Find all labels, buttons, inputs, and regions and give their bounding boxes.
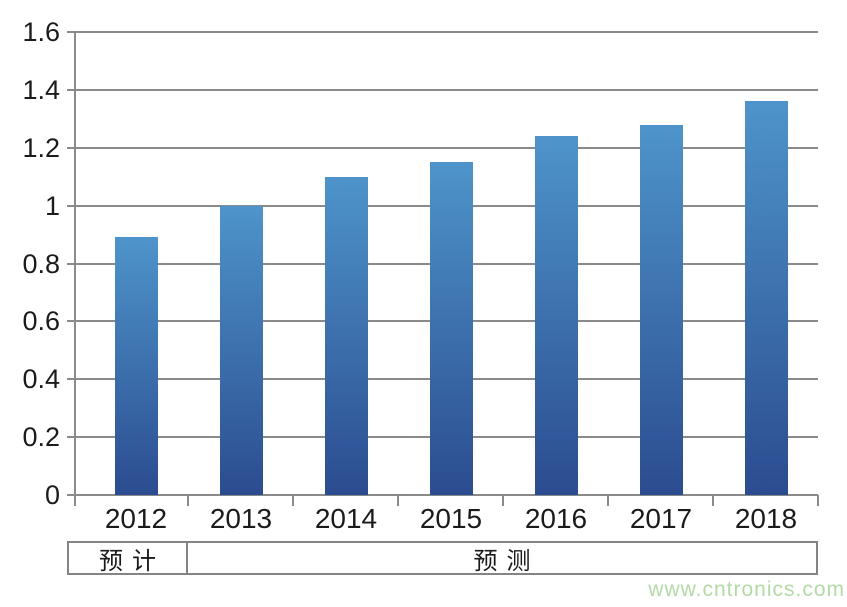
x-axis-tick [816,495,819,506]
watermark-text: www.cntronics.com [648,578,845,601]
y-axis-line [74,31,76,506]
x-tick-label: 2018 [734,503,798,534]
gridline [67,494,818,496]
x-tick-label: 2017 [629,503,693,534]
y-tick-label: 0.2 [22,422,60,453]
bar-2015 [429,162,473,495]
forecast-annotation-row: 预计 预测 [67,541,818,575]
gridline [67,31,818,33]
y-tick-label: 1.4 [22,74,60,105]
gridline [67,146,818,149]
bar-2013 [219,205,263,495]
x-axis-tick [186,495,189,506]
x-axis-tick [711,495,714,506]
bar-2017 [639,124,683,495]
bar-2016 [534,136,578,495]
annotation-cell-forecast: 预测 [188,543,816,575]
x-axis-tick [396,495,399,506]
x-tick-label: 2015 [419,503,483,534]
y-tick-label: 0 [44,480,60,510]
x-axis-tick [291,495,294,506]
x-axis-tick [606,495,609,506]
y-tick-label: 1.6 [22,17,60,47]
x-tick-label: 2012 [104,503,168,534]
bar-2012 [114,237,158,495]
annotation-cell-estimate-label: 预计 [99,547,165,575]
annotation-cell-forecast-label: 预测 [473,547,540,575]
bar-2014 [324,176,368,495]
y-tick-label: 0.8 [22,248,60,279]
gridline [67,88,818,91]
x-tick-label: 2014 [314,503,378,534]
y-tick-label: 0.4 [22,364,60,395]
y-tick-label: 1.2 [22,132,60,163]
annotation-cell-estimate: 预计 [69,543,188,575]
x-tick-label: 2013 [209,503,273,534]
x-axis-tick [501,495,504,506]
y-tick-label: 0.6 [22,306,60,337]
x-tick-label: 2016 [524,503,588,534]
bar-2018 [744,101,788,495]
y-tick-label: 1 [44,190,60,221]
